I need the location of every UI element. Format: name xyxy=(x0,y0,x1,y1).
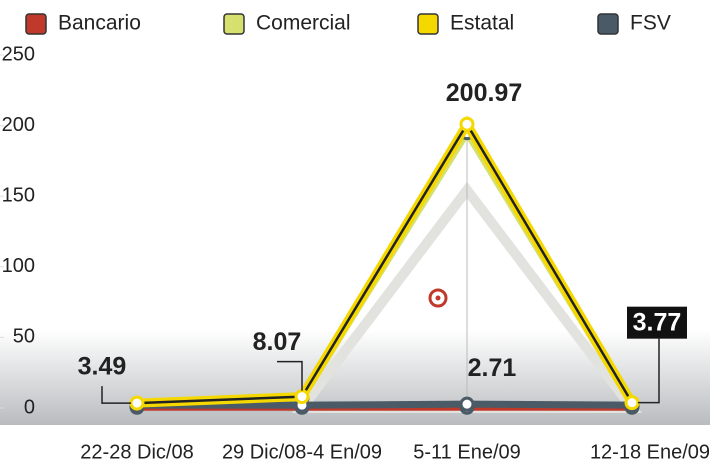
point xyxy=(129,395,145,411)
leader xyxy=(638,338,660,404)
legend-label: Bancario xyxy=(58,12,141,35)
value-label: 8.07 xyxy=(253,328,302,356)
line-fsv xyxy=(137,400,633,409)
decoration xyxy=(435,295,441,301)
y-tick-label: 100 xyxy=(2,255,35,277)
line-inner xyxy=(136,121,634,405)
x-tick-label: 5-11 Ene/09 xyxy=(413,441,521,463)
value-label: 3.49 xyxy=(78,353,127,381)
point xyxy=(459,396,475,412)
y-tick-label: 150 xyxy=(2,184,35,206)
legend-swatch xyxy=(25,13,47,35)
legend-label: Estatal xyxy=(450,12,514,35)
value-label: 3.77 xyxy=(633,308,682,336)
point xyxy=(459,116,475,132)
x-tick-label: 29 Dic/08-4 En/09 xyxy=(222,441,382,463)
x-tick-label: 22-28 Dic/08 xyxy=(80,441,193,463)
y-tick-label: 50 xyxy=(13,326,35,348)
legend-swatch xyxy=(417,13,439,35)
x-tick-label: 12-18 Ene/09 xyxy=(590,441,710,463)
legend-swatch xyxy=(597,13,619,35)
legend-label: FSV xyxy=(630,12,671,35)
decoration xyxy=(428,288,448,308)
y-tick-label: 200 xyxy=(2,114,35,136)
point xyxy=(294,389,310,405)
point xyxy=(624,395,640,411)
label-box xyxy=(627,306,687,339)
leader xyxy=(277,360,303,391)
value-label: 200.97 xyxy=(446,79,522,107)
legend-label: Comercial xyxy=(256,12,351,35)
y-tick-label: 0 xyxy=(24,396,35,418)
y-tick-label: 250 xyxy=(2,43,35,65)
leader xyxy=(101,386,131,404)
value-label: 2.71 xyxy=(468,354,517,382)
legend-swatch xyxy=(223,13,245,35)
